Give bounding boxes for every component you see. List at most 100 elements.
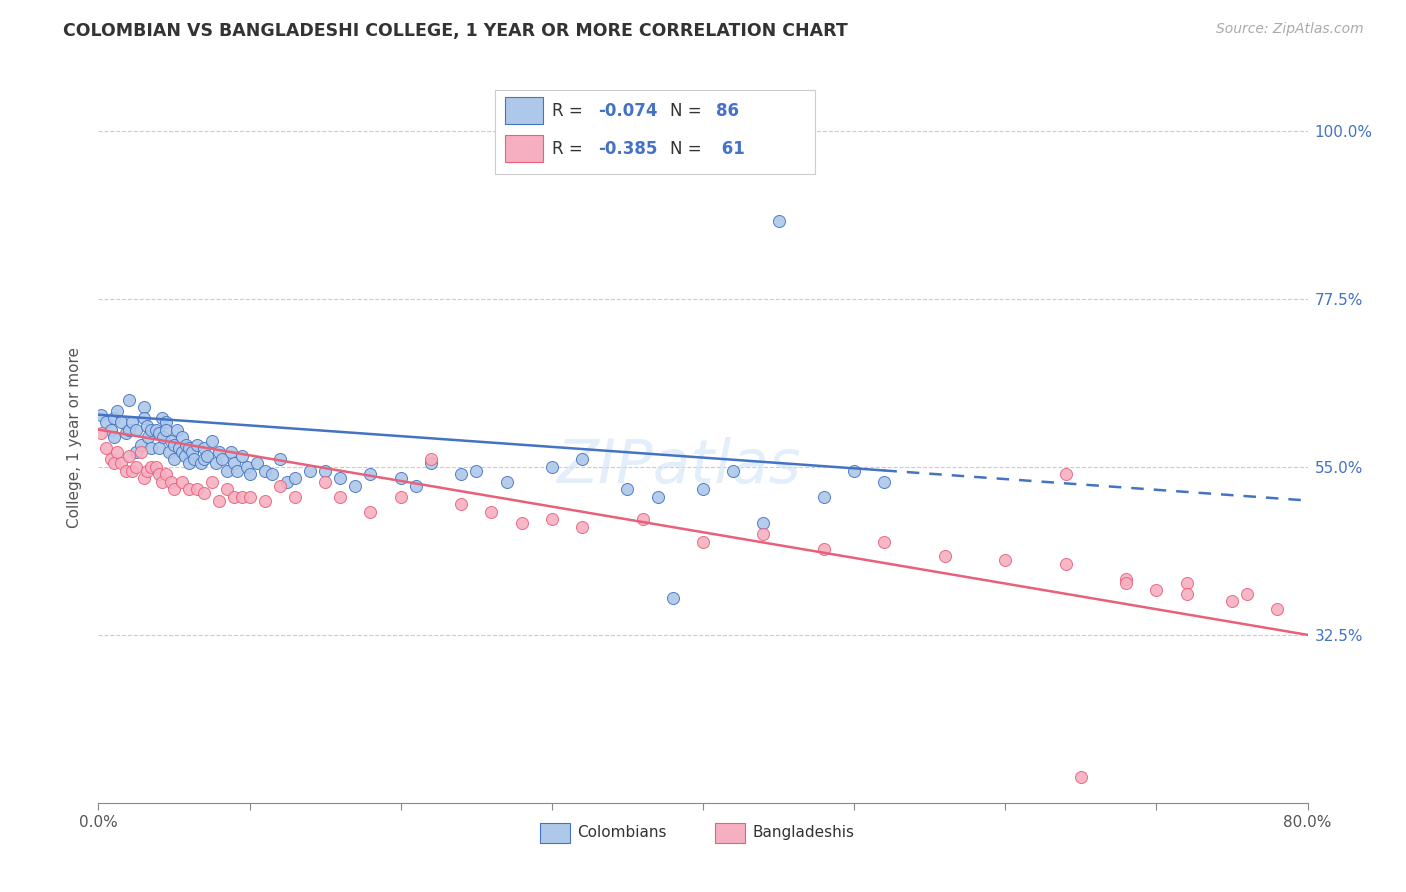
Point [105,445,128,459]
Point [125,459,148,474]
Point [246,456,269,470]
Point [269,452,291,467]
Point [481,505,503,519]
Point [125,445,148,459]
Point [314,475,336,489]
Point [1175,587,1198,601]
Point [110,456,132,470]
Point [132,411,155,425]
Point [125,423,148,437]
Point [540,459,562,474]
Point [152,430,174,444]
Text: 86: 86 [716,102,740,120]
Point [1070,770,1092,784]
Point [148,467,170,482]
Text: Source: ZipAtlas.com: Source: ZipAtlas.com [1216,22,1364,37]
Point [239,490,262,504]
Point [269,478,291,492]
Point [121,415,143,429]
Y-axis label: College, 1 year or more: College, 1 year or more [67,347,83,527]
Point [193,442,215,456]
Point [235,459,257,474]
Point [136,430,159,444]
Point [118,392,141,407]
Point [148,426,170,441]
Point [692,534,714,549]
Point [329,471,352,485]
Point [201,475,224,489]
Point [420,452,443,467]
Point [1115,572,1137,586]
Point [118,423,141,437]
Text: Colombians: Colombians [578,825,666,840]
Point [420,456,443,470]
Point [135,464,157,478]
Point [253,464,276,478]
Point [873,475,896,489]
Point [389,471,412,485]
Point [132,471,155,485]
Point [299,464,322,478]
Point [284,471,307,485]
Point [314,464,336,478]
Point [239,467,262,482]
Point [540,512,562,526]
Point [183,452,205,467]
Text: -0.385: -0.385 [598,140,657,158]
Point [103,430,125,444]
Point [118,449,141,463]
FancyBboxPatch shape [505,96,543,125]
Point [167,442,190,456]
Point [114,426,136,441]
Point [360,467,382,482]
Point [173,449,195,463]
Text: Bangladeshis: Bangladeshis [752,825,855,840]
Point [163,483,186,497]
Point [170,430,193,444]
Point [226,464,249,478]
Point [215,483,238,497]
Point [692,483,714,497]
Point [1054,467,1077,482]
Point [105,404,128,418]
Point [231,490,253,504]
Point [163,437,186,451]
Point [208,493,231,508]
Point [170,445,193,459]
Point [129,445,152,459]
Point [145,459,167,474]
Point [103,456,125,470]
Point [329,490,352,504]
Point [145,423,167,437]
Point [873,534,896,549]
Point [813,542,835,557]
Point [1220,594,1243,608]
Point [205,456,228,470]
Point [110,415,132,429]
FancyBboxPatch shape [540,822,569,843]
Point [170,475,193,489]
Point [186,483,208,497]
Point [90,408,112,422]
Point [195,449,218,463]
Point [114,464,136,478]
Point [450,497,472,511]
Point [179,483,201,497]
Point [94,442,117,456]
Point [190,456,212,470]
Point [155,415,177,429]
Text: R =: R = [551,102,588,120]
Point [752,527,775,541]
Point [450,467,472,482]
Point [181,445,204,459]
Point [159,445,181,459]
Point [253,493,276,508]
FancyBboxPatch shape [505,135,543,162]
Point [155,467,177,482]
Point [129,437,152,451]
Text: 61: 61 [716,140,745,158]
Text: R =: R = [551,140,588,158]
Point [160,434,183,448]
Point [405,478,427,492]
Point [1175,575,1198,590]
